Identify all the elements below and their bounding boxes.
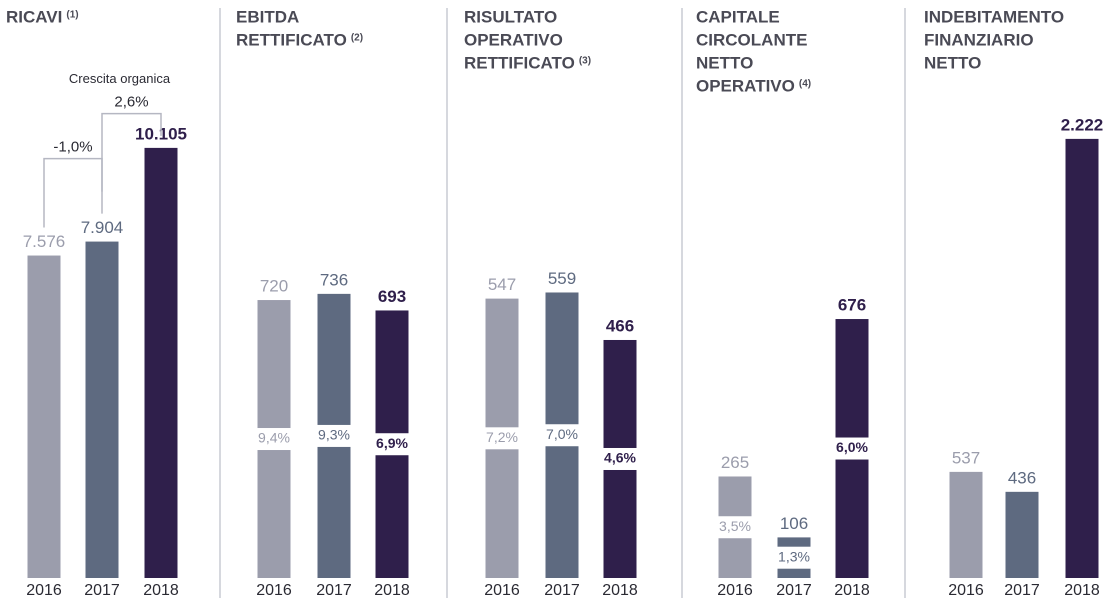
bar xyxy=(85,241,119,578)
margin-label: 4,6% xyxy=(604,450,636,466)
year-label: 2017 xyxy=(316,582,352,599)
title-note: (4) xyxy=(799,79,811,90)
growth-bracket xyxy=(101,112,162,192)
bar xyxy=(1065,138,1099,578)
margin-label: 9,3% xyxy=(318,427,350,443)
growth-label: 2,6% xyxy=(114,94,148,111)
margin-gap xyxy=(603,447,637,470)
value-label: 736 xyxy=(320,270,348,289)
panel-title: OPERATIVO xyxy=(696,76,795,95)
panel-title: CAPITALE xyxy=(696,7,780,26)
value-label: 106 xyxy=(780,514,808,533)
year-label: 2017 xyxy=(544,582,580,599)
margin-label: 9,4% xyxy=(258,430,290,446)
year-label: 2018 xyxy=(834,582,870,599)
year-label: 2016 xyxy=(256,582,292,599)
panel-title: OPERATIVO xyxy=(464,30,563,49)
margin-label: 3,5% xyxy=(719,518,751,534)
year-label: 2018 xyxy=(143,582,179,599)
growth-title: Crescita organica xyxy=(69,71,171,86)
year-label: 2018 xyxy=(374,582,410,599)
value-label: 7.904 xyxy=(81,218,124,237)
year-label: 2016 xyxy=(717,582,753,599)
margin-gap xyxy=(317,424,351,447)
year-label: 2018 xyxy=(602,582,638,599)
year-label: 2016 xyxy=(26,582,62,599)
margin-gap xyxy=(485,427,519,450)
title-note: (2) xyxy=(351,33,363,44)
panel-title: RISULTATO xyxy=(464,7,557,26)
value-label: 466 xyxy=(606,316,634,335)
margin-label: 7,2% xyxy=(486,429,518,445)
panel-title: RETTIFICATO xyxy=(236,30,347,49)
title-note: (3) xyxy=(579,56,591,67)
margin-gap xyxy=(835,437,869,460)
panel-title: RETTIFICATO xyxy=(464,53,575,72)
panel-title: EBITDA xyxy=(236,7,299,26)
margin-gap xyxy=(375,433,409,456)
value-label: 436 xyxy=(1008,468,1036,487)
year-label: 2017 xyxy=(84,582,120,599)
panel-title: CIRCOLANTE xyxy=(696,30,807,49)
bar xyxy=(949,471,983,578)
value-label: 2.222 xyxy=(1061,115,1103,134)
bar xyxy=(27,255,61,578)
year-label: 2017 xyxy=(1004,582,1040,599)
panel-title: RICAVI xyxy=(6,7,62,26)
margin-gap xyxy=(545,424,579,447)
panel-title: FINANZIARIO xyxy=(924,30,1034,49)
year-label: 2017 xyxy=(776,582,812,599)
year-label: 2016 xyxy=(484,582,520,599)
value-label: 7.576 xyxy=(23,232,66,251)
year-label: 2016 xyxy=(948,582,984,599)
panel-title: NETTO xyxy=(924,53,981,72)
margin-gap xyxy=(257,428,291,451)
value-label: 720 xyxy=(260,277,288,296)
value-label: 676 xyxy=(838,296,866,315)
panel-title: NETTO xyxy=(696,53,753,72)
value-label: 265 xyxy=(721,453,749,472)
panel-title: INDEBITAMENTO xyxy=(924,7,1064,26)
year-label: 2018 xyxy=(1064,582,1100,599)
title-note: (1) xyxy=(66,10,78,21)
bar xyxy=(1005,491,1039,578)
value-label: 693 xyxy=(378,287,406,306)
bar xyxy=(144,147,178,578)
growth-label: -1,0% xyxy=(53,139,92,156)
value-label: 547 xyxy=(488,275,516,294)
margin-gap xyxy=(777,546,811,569)
margin-gap xyxy=(718,516,752,539)
margin-label: 1,3% xyxy=(778,548,810,564)
margin-label: 7,0% xyxy=(546,426,578,442)
margin-label: 6,0% xyxy=(836,439,868,455)
value-label: 537 xyxy=(952,448,980,467)
value-label: 559 xyxy=(548,269,576,288)
margin-label: 6,9% xyxy=(376,435,408,451)
